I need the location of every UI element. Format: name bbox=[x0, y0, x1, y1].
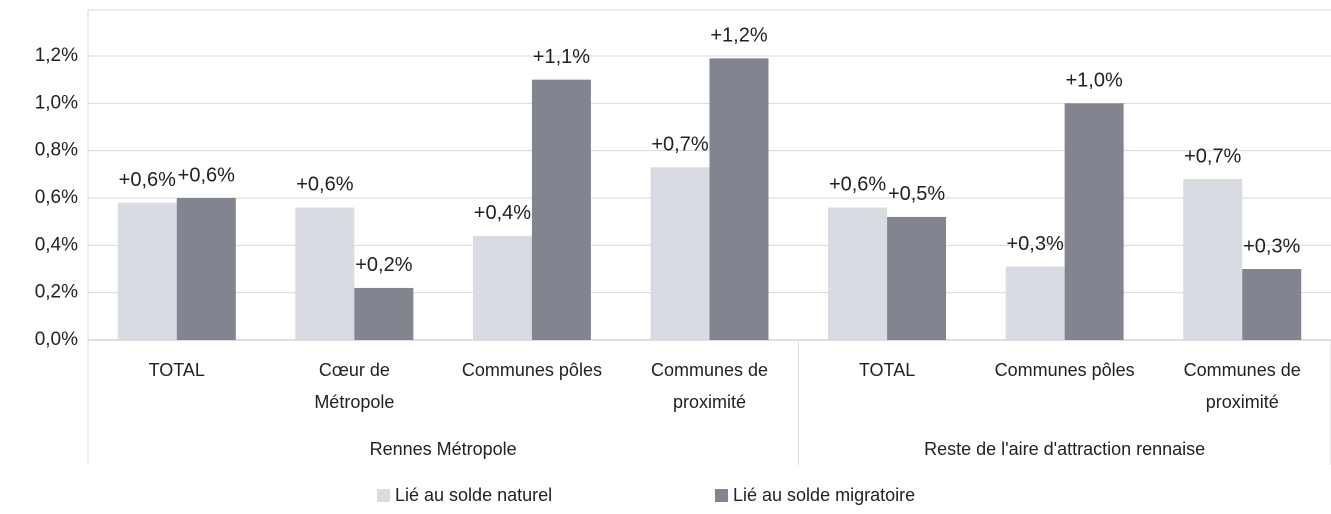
bar bbox=[117, 202, 177, 340]
bar bbox=[1005, 266, 1065, 340]
bar bbox=[472, 235, 532, 340]
value-label: +0,3% bbox=[1007, 233, 1064, 255]
value-label: +0,6% bbox=[296, 174, 353, 196]
y-tick-label: 0,0% bbox=[35, 329, 78, 350]
y-tick-label: 0,2% bbox=[35, 282, 78, 303]
y-tick-label: 0,6% bbox=[35, 187, 78, 208]
y-tick-label: 1,2% bbox=[35, 45, 78, 66]
group-label: Rennes Métropole bbox=[370, 439, 517, 459]
legend-swatch bbox=[715, 489, 728, 502]
x-tick-label: Communes pôles bbox=[461, 360, 602, 380]
value-label: +0,6% bbox=[178, 164, 235, 186]
bar bbox=[828, 207, 888, 340]
group-label: Reste de l'aire d'attraction rennaise bbox=[924, 439, 1205, 459]
value-label: +0,2% bbox=[355, 254, 412, 276]
bar bbox=[354, 287, 414, 340]
x-tick-label: Cœur de Métropole bbox=[314, 360, 395, 412]
legend-label: Lié au solde migratoire bbox=[733, 485, 915, 505]
bar bbox=[887, 216, 947, 340]
x-tick-label: Communes de proximité bbox=[650, 360, 769, 412]
value-label: +1,0% bbox=[1066, 70, 1123, 92]
bar bbox=[531, 79, 591, 341]
bar bbox=[176, 198, 236, 340]
x-tick-label: TOTAL bbox=[148, 360, 205, 380]
value-label: +0,4% bbox=[474, 202, 531, 224]
y-tick-label: 0,4% bbox=[35, 234, 78, 255]
bar bbox=[650, 167, 710, 340]
value-label: +0,5% bbox=[888, 183, 945, 205]
bar bbox=[1064, 103, 1124, 340]
value-label: +1,2% bbox=[710, 25, 767, 47]
value-label: +0,3% bbox=[1243, 235, 1300, 257]
value-label: +0,6% bbox=[829, 174, 886, 196]
bar bbox=[295, 207, 355, 340]
value-label: +0,7% bbox=[651, 134, 708, 156]
value-label: +0,7% bbox=[1184, 145, 1241, 167]
bar bbox=[1242, 269, 1302, 340]
y-tick-label: 1,0% bbox=[35, 92, 78, 113]
bar bbox=[709, 58, 769, 340]
x-tick-label: Communes de proximité bbox=[1183, 360, 1301, 412]
y-tick-label: 0,8% bbox=[35, 140, 78, 161]
value-label: +1,1% bbox=[533, 46, 590, 68]
legend-label: Lié au solde naturel bbox=[395, 485, 552, 505]
x-tick-label: Communes pôles bbox=[994, 360, 1135, 380]
x-tick-label: TOTAL bbox=[858, 360, 916, 380]
legend-swatch bbox=[377, 489, 390, 502]
bar bbox=[1183, 179, 1243, 340]
value-label: +0,6% bbox=[119, 169, 176, 191]
